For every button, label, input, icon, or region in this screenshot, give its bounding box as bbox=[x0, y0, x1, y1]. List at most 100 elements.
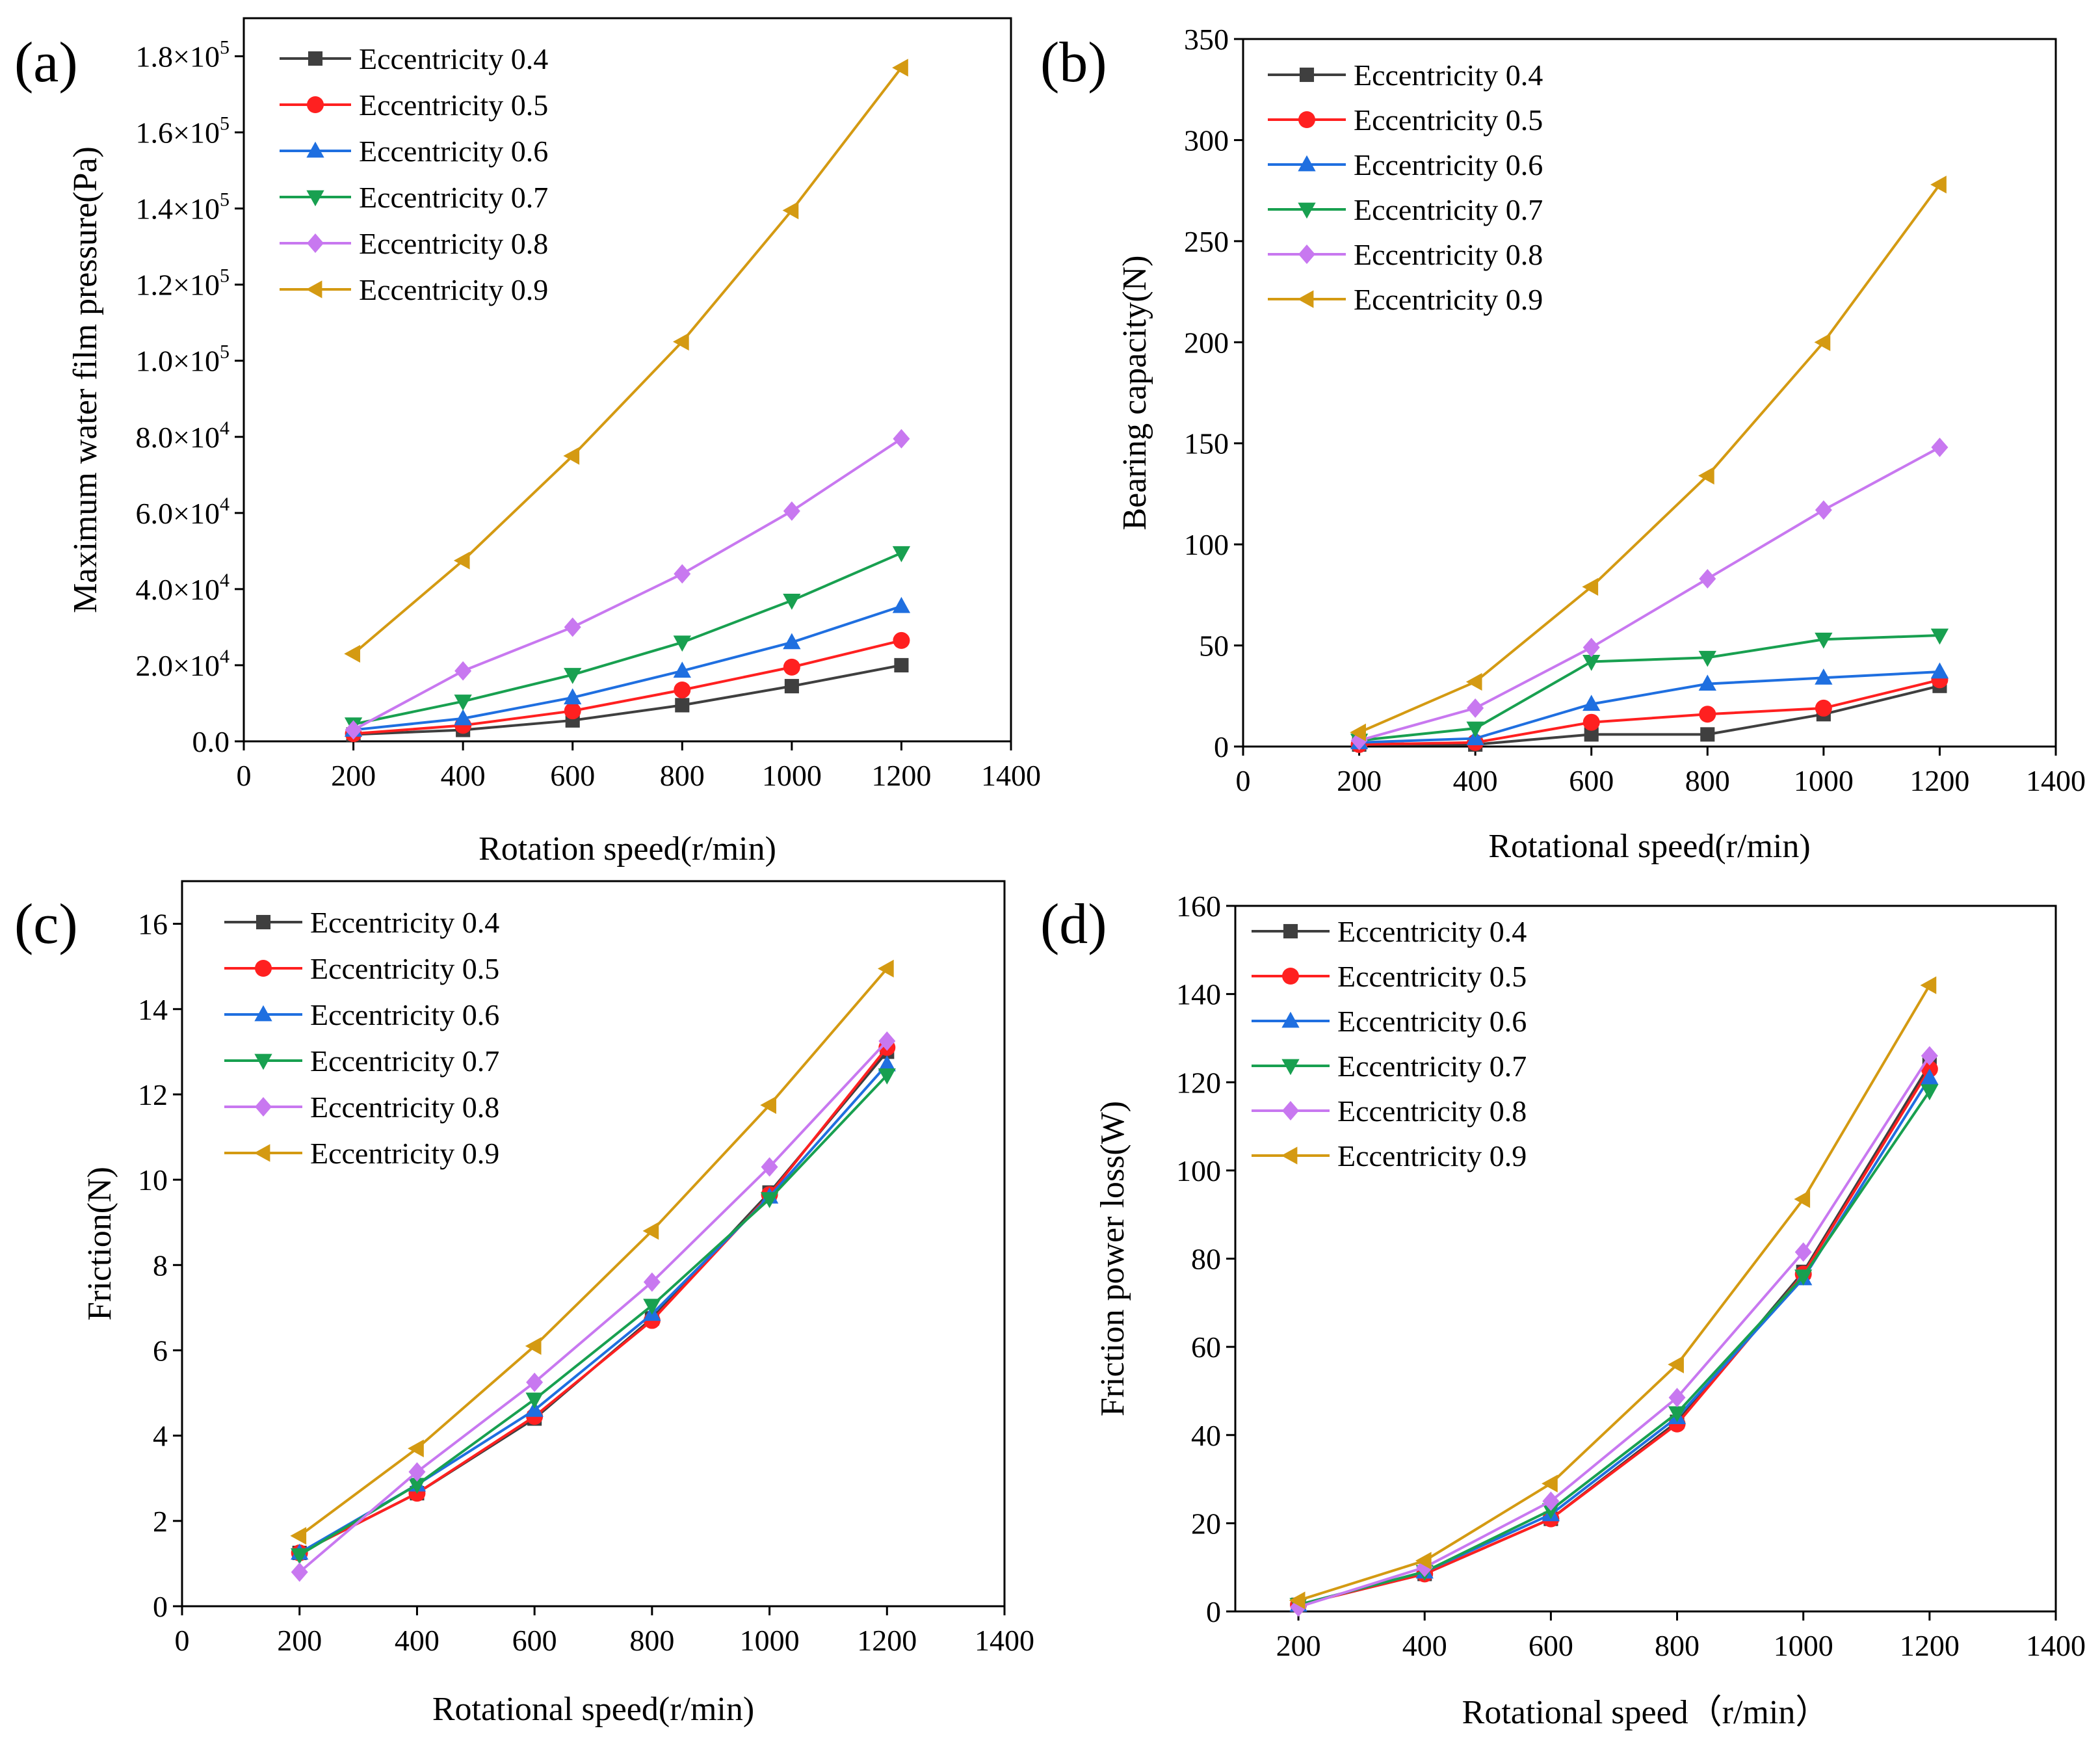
data-point bbox=[564, 617, 581, 637]
y-tick-label: 4.0×104 bbox=[136, 570, 230, 606]
y-axis-title: Friction power loss(W) bbox=[1094, 1101, 1131, 1416]
chart-panel-a: 0 200 400 600 800 1000 1200 1400 0.0 2.0×104 4.0×1… bbox=[14, 17, 1041, 867]
series-line bbox=[352, 438, 902, 732]
legend-marker bbox=[1281, 1059, 1300, 1076]
series-eccentricity-0-7 bbox=[291, 1068, 896, 1565]
series-line bbox=[353, 663, 902, 736]
data-point bbox=[1815, 500, 1832, 520]
data-point bbox=[1465, 672, 1482, 691]
data-point bbox=[1815, 699, 1832, 717]
series-eccentricity-0-9 bbox=[344, 59, 908, 663]
x-tick-label: 1000 bbox=[1794, 764, 1854, 797]
y-tick-label: 2 bbox=[153, 1505, 168, 1538]
series-eccentricity-0-8 bbox=[345, 429, 910, 740]
data-point bbox=[1794, 1242, 1812, 1262]
legend-label: Eccentricity 0.9 bbox=[310, 1137, 499, 1170]
x-tick-label: 0 bbox=[1236, 764, 1251, 797]
y-tick-label: 1.2×105 bbox=[136, 265, 230, 302]
data-point bbox=[674, 564, 691, 584]
y-tick-label: 6.0×104 bbox=[136, 494, 230, 530]
y-axis-title: Friction(N) bbox=[81, 1167, 118, 1321]
data-point bbox=[454, 661, 472, 681]
legend-label: Eccentricity 0.9 bbox=[1337, 1139, 1527, 1172]
legend-marker bbox=[1281, 1146, 1298, 1165]
series-line bbox=[298, 1051, 888, 1554]
plot-frame bbox=[181, 880, 1006, 1608]
series-line bbox=[353, 639, 902, 735]
legend-label: Eccentricity 0.7 bbox=[1354, 193, 1543, 226]
y-tick-label: 40 bbox=[1191, 1419, 1221, 1452]
x-tick-label: 0 bbox=[175, 1624, 190, 1657]
x-tick-label: 600 bbox=[512, 1624, 557, 1657]
data-point bbox=[1466, 721, 1484, 738]
data-point bbox=[454, 709, 472, 726]
data-point bbox=[1814, 333, 1831, 351]
x-tick-label: 200 bbox=[1276, 1629, 1321, 1662]
data-point bbox=[760, 1096, 776, 1114]
data-point bbox=[784, 679, 799, 694]
data-point bbox=[1815, 669, 1833, 685]
series-eccentricity-0-8 bbox=[291, 1031, 896, 1582]
data-point bbox=[1794, 1269, 1813, 1286]
series-eccentricity-0-9 bbox=[1289, 976, 1937, 1609]
y-tick-label: 1.0×105 bbox=[136, 341, 230, 378]
series-line bbox=[1359, 670, 1940, 744]
y-tick-label: 100 bbox=[1184, 528, 1229, 561]
data-point bbox=[1415, 1552, 1432, 1570]
data-point bbox=[1416, 1557, 1434, 1578]
data-point bbox=[563, 447, 580, 465]
y-tick-label: 0 bbox=[1214, 730, 1229, 763]
data-point bbox=[291, 1548, 309, 1565]
data-point bbox=[1582, 577, 1599, 596]
y-tick-label: 250 bbox=[1184, 225, 1229, 258]
data-point bbox=[290, 1527, 307, 1545]
series-line bbox=[298, 1074, 888, 1557]
data-point bbox=[674, 681, 691, 698]
x-tick-label: 800 bbox=[660, 759, 705, 792]
data-point bbox=[1289, 1591, 1306, 1609]
legend-label: Eccentricity 0.5 bbox=[1337, 960, 1527, 993]
data-point bbox=[893, 429, 910, 449]
legend: Eccentricity 0.4 Eccentricity 0.5 Eccentri… bbox=[224, 906, 499, 1170]
data-point bbox=[878, 1055, 896, 1072]
y-axis-title: Bearing capacity(N) bbox=[1116, 255, 1153, 530]
data-point bbox=[894, 657, 909, 672]
y-tick-label: 6 bbox=[153, 1334, 168, 1367]
x-tick-label: 200 bbox=[277, 1624, 322, 1657]
data-point bbox=[291, 1562, 308, 1582]
series-eccentricity-0-8 bbox=[1290, 1046, 1938, 1617]
series-eccentricity-0-7 bbox=[1350, 628, 1949, 750]
series-line bbox=[1358, 183, 1941, 734]
series-line bbox=[298, 1046, 888, 1554]
legend-marker bbox=[1281, 1011, 1300, 1028]
data-point bbox=[783, 594, 801, 610]
data-point bbox=[1930, 176, 1947, 194]
plot-frame bbox=[1242, 38, 2057, 748]
data-point bbox=[564, 702, 581, 720]
x-tick-label: 1200 bbox=[857, 1624, 917, 1657]
data-point bbox=[1582, 713, 1600, 731]
data-point bbox=[408, 1439, 424, 1457]
y-tick-label: 1.8×105 bbox=[136, 37, 230, 73]
x-tick-label: 200 bbox=[331, 759, 376, 792]
legend-label: Eccentricity 0.5 bbox=[359, 88, 548, 122]
y-tick-label: 1.4×105 bbox=[136, 189, 230, 226]
series-line bbox=[298, 1040, 888, 1574]
y-tick-label: 2.0×104 bbox=[136, 646, 230, 682]
series-line bbox=[353, 605, 902, 732]
legend-marker bbox=[1298, 245, 1315, 264]
panel-label: (d) bbox=[1040, 893, 1107, 956]
data-point bbox=[1582, 655, 1601, 671]
data-point bbox=[643, 1299, 661, 1315]
data-point bbox=[782, 201, 799, 220]
series-eccentricity-0-9 bbox=[1350, 176, 1947, 741]
legend-label: Eccentricity 0.4 bbox=[359, 42, 548, 75]
data-point bbox=[1668, 1355, 1684, 1373]
y-tick-label: 300 bbox=[1184, 124, 1229, 157]
legend-marker bbox=[256, 914, 271, 930]
data-point bbox=[1920, 976, 1937, 994]
data-point bbox=[344, 644, 360, 663]
legend-label: Eccentricity 0.6 bbox=[310, 998, 499, 1031]
legend-label: Eccentricity 0.8 bbox=[1354, 238, 1543, 271]
